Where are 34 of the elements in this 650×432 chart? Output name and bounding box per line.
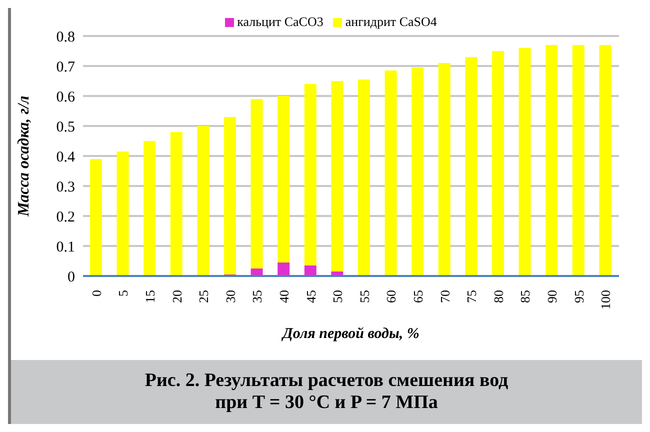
x-tick-label: 70 [437,290,452,303]
y-tick-label: 0.6 [56,89,76,106]
x-tick-label: 30 [222,290,238,303]
x-tick-label: 55 [356,290,372,303]
x-tick-label: 5 [116,290,131,296]
x-tick-label: 90 [544,290,560,303]
y-tick-label: 0.4 [56,149,76,166]
x-tick-label: 75 [464,290,480,303]
x-tick-label: 65 [410,290,426,303]
x-tick-label: 35 [250,290,265,303]
y-tick-label: 0.2 [56,209,75,226]
legend-label: ангидрит CaSO4 [345,14,437,30]
text: Рис. 2. Результаты расчетов смешения вод при T = 30 °C и P = 7 МПа [144,370,508,414]
x-tick-label: 45 [303,290,318,303]
legend-label: кальцит CaCO3 [237,14,324,30]
x-axis-title: Доля первой воды, % [280,326,420,342]
y-tick-label: 0.5 [56,119,75,136]
x-tick-label: 0 [88,290,104,296]
y-tick-label: 0.8 [56,29,75,46]
x-tick-label: 80 [490,290,506,303]
y-axis-title: Масса осадка, г/л [16,96,33,218]
y-tick-label: 0.1 [56,239,75,256]
y-tick-label: 0.7 [56,59,76,76]
x-tick-label: 25 [196,290,212,303]
y-tick-label: 0.3 [56,179,75,196]
x-tick-label: 15 [142,290,158,303]
x-tick-label: 40 [276,290,292,303]
x-tick-label: 100 [598,290,614,310]
x-tick-label: 20 [169,290,184,303]
x-tick-label: 95 [571,290,586,303]
y-tick-label: 0 [68,269,75,286]
x-tick-label: 85 [518,290,533,303]
x-tick-label: 50 [330,290,346,303]
x-tick-label: 60 [384,290,399,303]
